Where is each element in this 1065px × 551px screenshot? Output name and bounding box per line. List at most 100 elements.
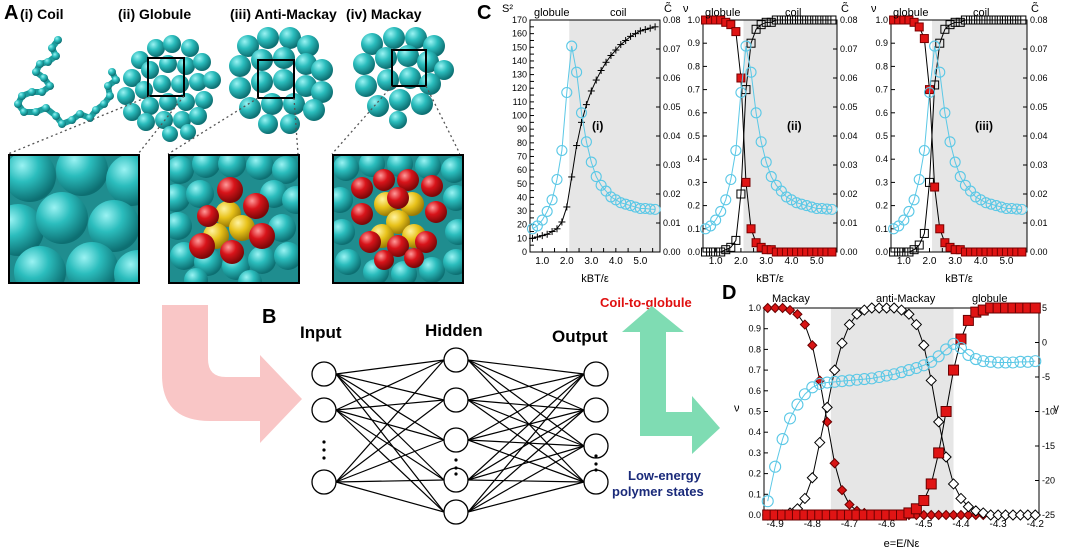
left-axis-title: S² <box>502 3 513 15</box>
regime-mackay: Mackay <box>772 293 810 305</box>
data-point <box>908 194 920 206</box>
chart-roman-label: (iii) <box>975 119 993 133</box>
nn-node <box>583 433 609 459</box>
y-tick-label: 150 <box>512 42 527 52</box>
data-point <box>1022 509 1034 521</box>
y-tick-label: 0.0 <box>748 510 761 520</box>
nn-node <box>443 499 469 525</box>
data-point <box>827 247 837 257</box>
nn-edge <box>467 445 585 481</box>
data-point <box>1017 247 1027 257</box>
y2-tick-label: 0.01 <box>1030 218 1048 228</box>
data-point <box>904 247 914 257</box>
nn-edge <box>335 399 445 411</box>
y-tick-label: 0.3 <box>875 177 888 187</box>
data-point <box>991 15 1001 25</box>
nn-edge <box>335 409 445 481</box>
data-point <box>925 374 937 387</box>
data-point <box>940 24 950 34</box>
data-point <box>786 15 796 25</box>
y2-tick-label: 0.06 <box>1030 73 1048 83</box>
data-point <box>590 171 602 183</box>
data-point <box>1014 355 1027 368</box>
data-point <box>843 318 856 331</box>
y2-tick-label: 0.04 <box>663 131 681 141</box>
globule-zoom-marker <box>147 57 185 97</box>
data-point <box>751 24 761 34</box>
data-point <box>799 492 811 505</box>
shaded-region <box>743 20 837 252</box>
globule-cluster <box>117 35 221 142</box>
data-point <box>999 356 1012 369</box>
nn-edge <box>335 373 445 441</box>
nn-edge <box>335 399 445 483</box>
data-point <box>711 247 721 257</box>
data-point <box>940 406 952 417</box>
y-tick-label: 1.0 <box>875 15 888 25</box>
data-point <box>791 398 804 411</box>
data-point <box>741 177 751 187</box>
nn-edge <box>467 359 585 411</box>
data-point <box>1021 355 1034 368</box>
y-tick-label: 0.8 <box>875 61 888 71</box>
x-tick-label: -4.9 <box>767 519 785 530</box>
data-point <box>955 509 967 521</box>
data-point <box>701 247 711 257</box>
green-arrow <box>622 306 720 454</box>
data-point <box>585 156 597 168</box>
x-tick-label: 3.0 <box>759 256 773 267</box>
data-point <box>865 372 878 385</box>
data-point <box>836 484 848 496</box>
regime-left: globule <box>893 7 928 19</box>
nn-edge <box>467 399 585 483</box>
data-point <box>731 27 741 37</box>
zoom-box-anti-mackay <box>168 154 300 284</box>
y-tick-label: 0.3 <box>687 177 700 187</box>
y-tick-label: 0.7 <box>748 365 761 375</box>
y-tick-label: 10 <box>517 233 527 243</box>
y-tick-label: 0.7 <box>687 85 700 95</box>
data-point <box>740 40 752 52</box>
data-point <box>933 509 944 521</box>
data-point <box>620 198 632 210</box>
nn-edge <box>467 373 585 401</box>
data-point <box>735 86 747 99</box>
data-point <box>918 339 930 351</box>
coil-to-globule-label: Coil-to-globule <box>600 295 692 310</box>
data-point <box>551 173 563 186</box>
low-energy-label-1: Low-energy <box>628 468 701 483</box>
data-point <box>889 247 899 257</box>
data-point <box>902 364 915 377</box>
y2-tick-label: 0.05 <box>1030 102 1048 112</box>
y-tick-label: 0.0 <box>875 247 888 257</box>
data-point <box>992 356 1005 369</box>
y-tick-label: 100 <box>512 111 527 121</box>
y2-tick-label: 0.00 <box>663 247 681 257</box>
data-point <box>963 509 974 521</box>
data-point <box>910 361 923 375</box>
coil-chain <box>14 36 120 128</box>
data-point <box>939 107 951 119</box>
x-tick-label: -4.2 <box>1027 519 1045 530</box>
data-point <box>969 353 982 366</box>
data-point <box>960 15 970 25</box>
nn-edge <box>335 373 445 481</box>
data-point <box>536 214 548 226</box>
data-point <box>934 66 946 78</box>
data-point <box>812 15 822 25</box>
data-point <box>762 302 773 314</box>
data-point <box>962 501 975 513</box>
chart-c-ii: 0.0 0.1 0.2 0.3 0.4 0.5 0.6 0.7 0.8 0.9 1.0 0.00 0.0… <box>683 2 858 285</box>
y2-tick-label: 0.06 <box>840 73 858 83</box>
nn-edge <box>467 409 585 481</box>
y-tick-label: 0.2 <box>687 201 700 211</box>
x-tick-label: 5.0 <box>810 256 824 267</box>
data-point <box>731 235 741 245</box>
y-tick-label: 0.6 <box>748 386 761 396</box>
nn-edge <box>335 439 445 483</box>
data-point <box>919 34 929 44</box>
y-tick-label: 70 <box>517 151 527 161</box>
data-point <box>751 238 761 248</box>
regime-globule: globule <box>972 293 1007 305</box>
data-point <box>826 203 838 215</box>
